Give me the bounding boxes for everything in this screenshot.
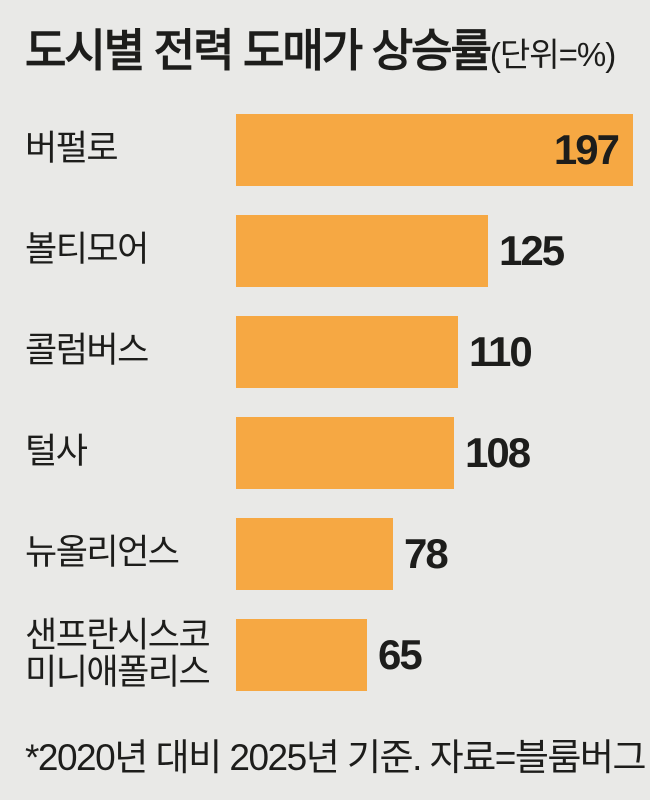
bar: 108	[236, 416, 531, 489]
chart-title-block: 도시별 전력 도매가 상승률(단위=%)	[0, 0, 650, 99]
bar-track: 65	[236, 618, 650, 691]
bar: 65	[236, 618, 423, 691]
value-label: 110	[469, 327, 533, 375]
category-label: 뉴올리언스	[25, 533, 180, 573]
bar: 110	[236, 315, 533, 388]
bar: 125	[236, 214, 565, 287]
chart-row: 볼티모어 125	[25, 200, 650, 301]
value-label: 108	[465, 428, 531, 476]
bar-track: 110	[236, 315, 650, 388]
category-label: 볼티모어	[25, 230, 149, 270]
bar-track: 108	[236, 416, 650, 489]
chart-row: 털사 108	[25, 402, 650, 503]
value-label: 125	[499, 226, 565, 274]
category-label: 버펄로	[25, 129, 119, 169]
chart-row: 샌프란시스코 미니애폴리스 65	[25, 604, 650, 705]
value-label: 65	[378, 630, 423, 678]
value-label: 197	[553, 125, 620, 173]
bar: 78	[236, 517, 449, 590]
chart-row: 콜럼버스 110	[25, 301, 650, 402]
category-label: 샌프란시스코 미니애폴리스	[25, 615, 211, 692]
chart-unit-label: (단위=%)	[489, 36, 616, 73]
bar: 197	[236, 113, 633, 186]
chart-row: 뉴올리언스 78	[25, 503, 650, 604]
chart-footnote: *2020년 대비 2025년 기준. 자료=블룸버그	[25, 737, 647, 778]
bar-track: 197	[236, 113, 650, 186]
category-label: 털사	[25, 432, 88, 472]
value-label: 78	[404, 529, 449, 577]
chart-row: 버펄로 197	[25, 99, 650, 200]
bar-track: 78	[236, 517, 650, 590]
chart-title: 도시별 전력 도매가 상승률	[25, 25, 492, 76]
bar-rows: 버펄로 197 볼티모어 125 콜럼버스 110 털사 108 뉴올리언스 78 샌프란시스코 미니…	[0, 99, 650, 705]
bar-track: 125	[236, 214, 650, 287]
category-label: 콜럼버스	[25, 331, 149, 371]
